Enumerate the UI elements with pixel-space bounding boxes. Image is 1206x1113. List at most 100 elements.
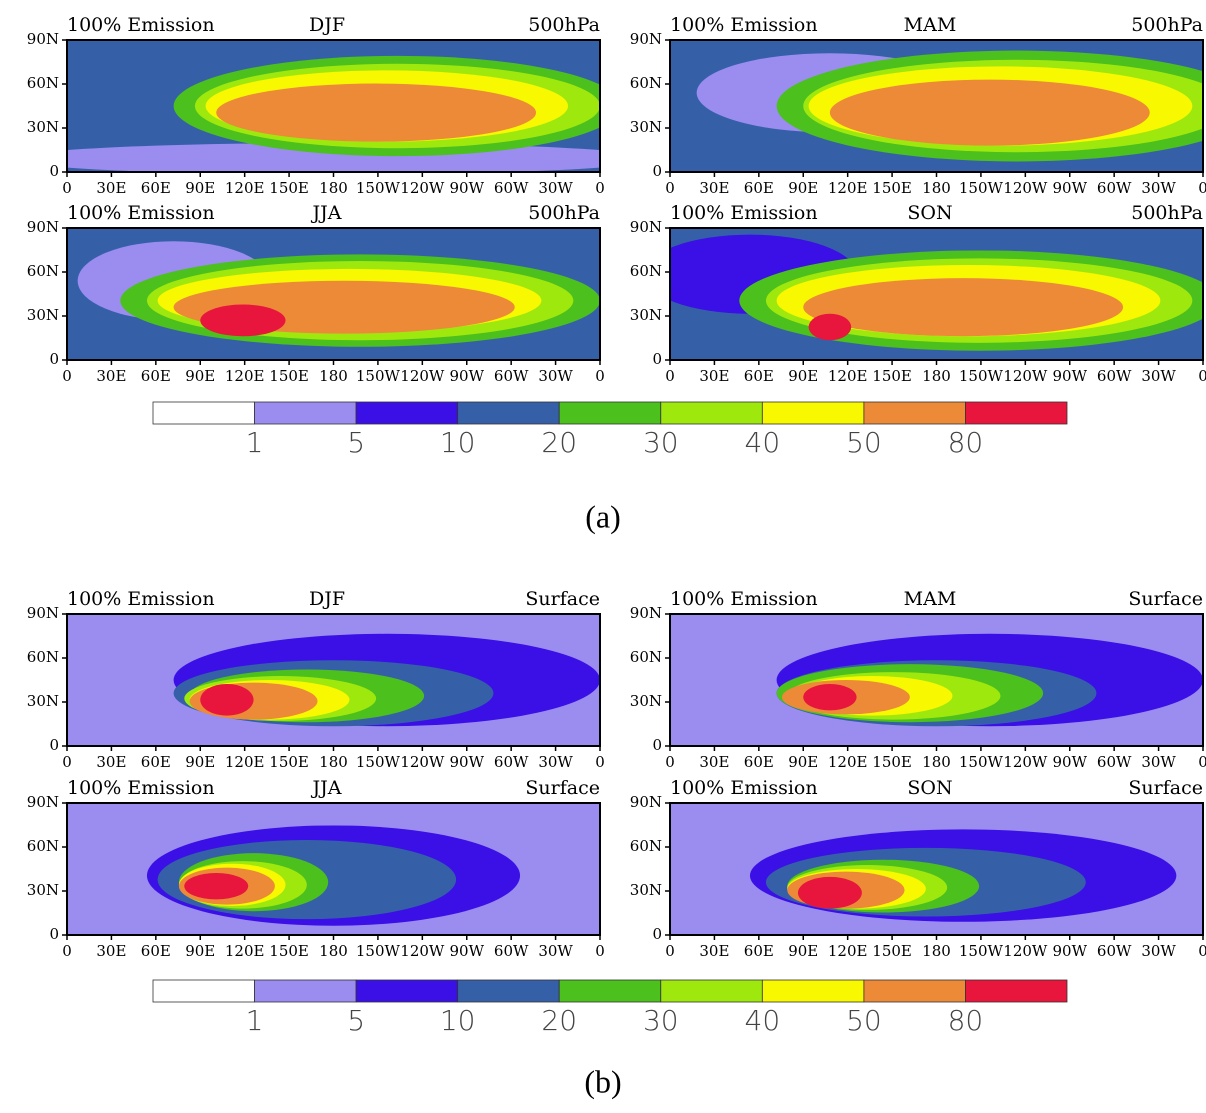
lat-label: 90N: [630, 30, 662, 48]
lon-label: 30W: [1141, 179, 1176, 197]
lon-label: 90E: [788, 367, 818, 385]
panel-season: DJF: [309, 14, 345, 36]
panel-season: JJA: [311, 202, 342, 224]
lat-label: 90N: [27, 793, 59, 811]
lon-label: 30E: [96, 179, 126, 197]
panel-season: MAM: [904, 14, 957, 36]
lat-label: 30N: [27, 881, 59, 899]
lon-label: 30E: [96, 367, 126, 385]
lat-label: 90N: [27, 218, 59, 236]
lon-label: 0: [1198, 942, 1206, 960]
lat-label: 0: [49, 736, 59, 754]
lon-label: 0: [595, 179, 605, 197]
lon-label: 60W: [1097, 942, 1132, 960]
colorbar-box: [965, 979, 1068, 1003]
lon-label: 150W: [356, 367, 401, 385]
lon-label: 150E: [269, 367, 309, 385]
lon-label: 60W: [494, 753, 529, 771]
contour-region: [829, 79, 1150, 146]
lat-label: 60N: [27, 648, 59, 666]
colorbar-box: [558, 979, 662, 1003]
contour-region: [803, 683, 857, 711]
colorbar-box: [457, 979, 560, 1003]
lat-label: 60N: [27, 262, 59, 280]
lon-label: 0: [595, 942, 605, 960]
lon-label: 150W: [959, 753, 1004, 771]
map-field: [670, 228, 1203, 360]
lat-label: 90N: [630, 218, 662, 236]
lon-label: 120W: [1003, 942, 1048, 960]
lon-label: 120W: [400, 179, 445, 197]
panel-left-label: 100% Emission: [67, 202, 215, 224]
lon-label: 60E: [141, 942, 171, 960]
lon-label: 60E: [744, 942, 774, 960]
colorbar-box: [457, 401, 560, 425]
lon-label: 60W: [1097, 179, 1132, 197]
lon-label: 150E: [872, 179, 912, 197]
panel-season: DJF: [309, 588, 345, 610]
lat-label: 30N: [630, 306, 662, 324]
lat-label: 0: [49, 162, 59, 180]
lon-label: 30E: [699, 179, 729, 197]
lon-label: 30E: [699, 942, 729, 960]
contour-region: [216, 83, 537, 142]
lon-label: 90E: [185, 753, 215, 771]
lon-label: 0: [665, 753, 675, 771]
map-field: [670, 614, 1203, 746]
colorbar-box: [152, 979, 255, 1003]
lon-label: 120E: [828, 753, 868, 771]
panel-left-label: 100% Emission: [67, 588, 215, 610]
colorbar-label: 20: [541, 1004, 577, 1037]
lon-label: 150W: [356, 753, 401, 771]
lat-label: 60N: [630, 262, 662, 280]
contour-region: [803, 278, 1124, 337]
colorbar-box: [660, 979, 763, 1003]
lon-label: 180: [922, 753, 951, 771]
contour-region: [184, 872, 249, 900]
lat-label: 0: [49, 925, 59, 943]
lon-label: 60E: [141, 367, 171, 385]
map-field: [670, 40, 1203, 172]
lon-label: 150E: [269, 942, 309, 960]
lon-label: 120W: [1003, 753, 1048, 771]
lat-label: 30N: [630, 881, 662, 899]
colorbar-box: [761, 401, 865, 425]
lon-label: 90W: [1052, 942, 1087, 960]
colorbar-label: 10: [440, 426, 476, 459]
lon-label: 150W: [356, 942, 401, 960]
panel-level: 500hPa: [528, 202, 600, 224]
panel-left-label: 100% Emission: [670, 777, 818, 799]
lon-label: 150W: [356, 179, 401, 197]
lat-label: 0: [49, 350, 59, 368]
lon-label: 180: [319, 942, 348, 960]
colorbar-label: 40: [745, 1004, 781, 1037]
lon-label: 90E: [788, 942, 818, 960]
map-field: [67, 614, 600, 746]
lon-label: 0: [1198, 367, 1206, 385]
lon-label: 0: [595, 367, 605, 385]
panel-level: 500hPa: [1131, 202, 1203, 224]
colorbar-label: 1: [246, 426, 264, 459]
lon-label: 30W: [1141, 942, 1176, 960]
lon-label: 150E: [269, 753, 309, 771]
lat-label: 30N: [27, 306, 59, 324]
colorbar-label: 40: [745, 426, 781, 459]
lat-label: 60N: [630, 74, 662, 92]
lat-label: 90N: [27, 30, 59, 48]
contour-region: [808, 313, 852, 341]
colorbar-label: 50: [846, 1004, 882, 1037]
lon-label: 90W: [449, 753, 484, 771]
lon-label: 90E: [788, 179, 818, 197]
panel-left-label: 100% Emission: [67, 777, 215, 799]
lat-label: 30N: [630, 692, 662, 710]
contour-region: [200, 304, 286, 337]
lon-label: 180: [319, 753, 348, 771]
map-field: [670, 803, 1203, 935]
colorbar-label: 20: [541, 426, 577, 459]
colorbar-box: [863, 401, 966, 425]
colorbar-box: [152, 401, 255, 425]
lon-label: 120W: [1003, 179, 1048, 197]
colorbar-label: 5: [347, 426, 365, 459]
lon-label: 0: [1198, 179, 1206, 197]
lon-label: 0: [665, 179, 675, 197]
